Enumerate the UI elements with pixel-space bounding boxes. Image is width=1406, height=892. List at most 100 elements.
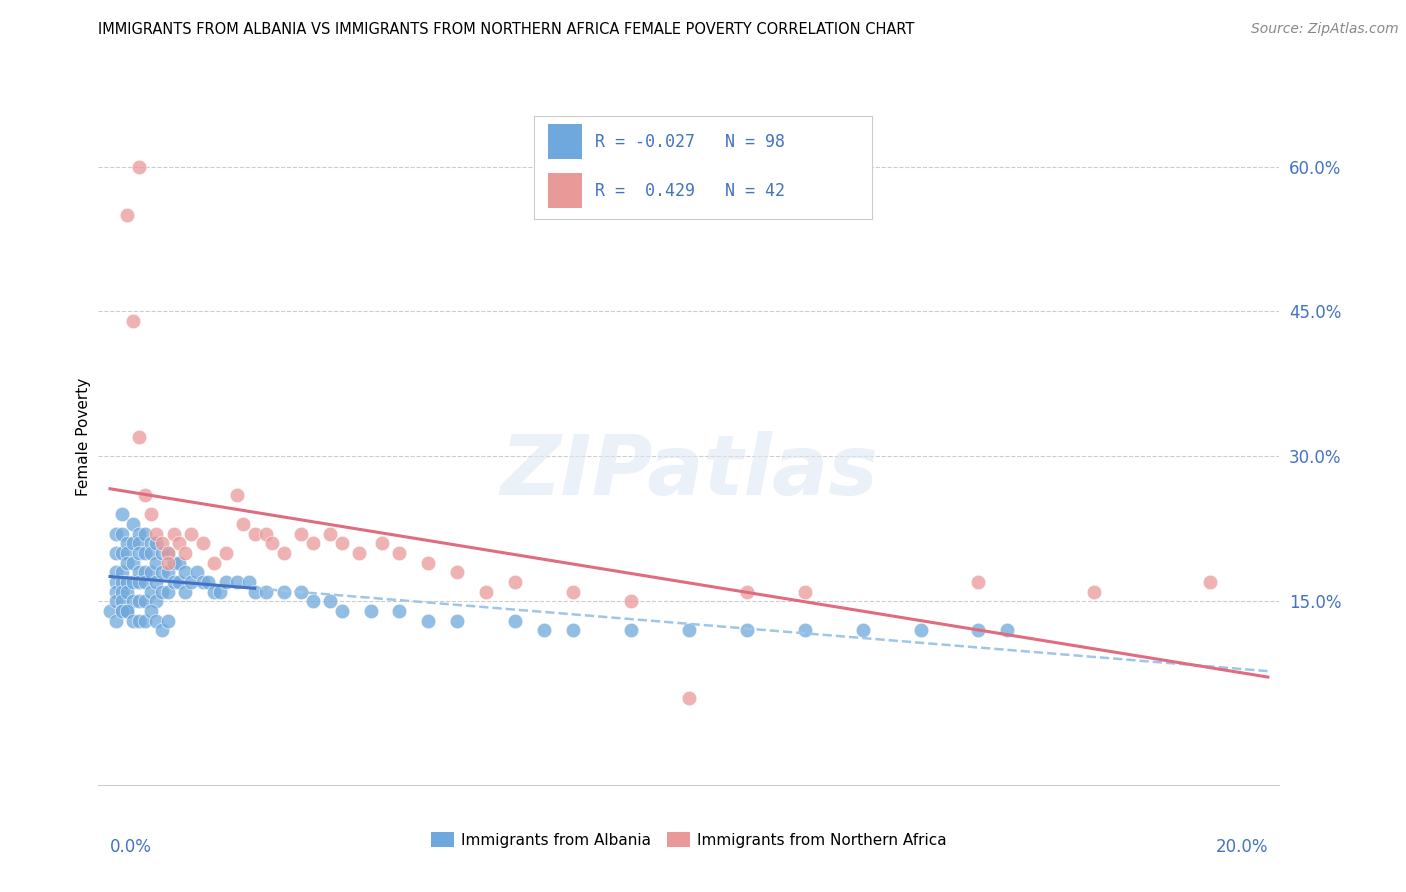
Point (150, 546, 173, 560)
Point (110, 566, 132, 580)
Point (134, 574, 156, 589)
Point (122, 517, 145, 532)
Y-axis label: Female Poverty: Female Poverty (76, 378, 91, 496)
Point (117, 604, 139, 618)
Point (503, 574, 526, 589)
Point (110, 508, 132, 522)
Text: Source: ZipAtlas.com: Source: ZipAtlas.com (1251, 22, 1399, 37)
Point (134, 526, 156, 541)
Point (254, 584, 277, 599)
Point (678, 624, 700, 638)
Point (562, 624, 585, 638)
Point (122, 536, 145, 550)
Point (139, 566, 162, 580)
Point (620, 594, 643, 608)
Point (110, 604, 132, 618)
Point (446, 614, 468, 628)
Point (128, 430, 150, 444)
Point (145, 574, 167, 589)
Point (139, 604, 162, 618)
Point (330, 604, 353, 618)
Text: ZIPatlas: ZIPatlas (501, 432, 877, 512)
Point (104, 584, 127, 599)
Point (226, 574, 249, 589)
Point (150, 536, 173, 550)
Point (122, 556, 145, 570)
Point (169, 574, 191, 589)
Point (418, 556, 440, 570)
Point (215, 546, 238, 560)
Point (290, 584, 312, 599)
Point (134, 546, 156, 560)
Point (290, 526, 312, 541)
Point (418, 614, 440, 628)
Point (186, 566, 208, 580)
Point (122, 314, 145, 328)
Point (735, 584, 758, 599)
Text: 0.0%: 0.0% (110, 838, 152, 856)
Point (243, 584, 266, 599)
Point (150, 584, 173, 599)
Point (243, 526, 266, 541)
Point (139, 546, 162, 560)
Point (202, 584, 225, 599)
Point (117, 604, 139, 618)
Point (128, 526, 150, 541)
Point (503, 614, 526, 628)
Point (145, 526, 167, 541)
Point (156, 566, 179, 580)
Point (117, 208, 139, 222)
Point (134, 566, 156, 580)
Point (910, 624, 932, 638)
Point (128, 566, 150, 580)
Point (1199, 574, 1222, 589)
Text: IMMIGRANTS FROM ALBANIA VS IMMIGRANTS FROM NORTHERN AFRICA FEMALE POVERTY CORREL: IMMIGRANTS FROM ALBANIA VS IMMIGRANTS FR… (98, 22, 915, 37)
Point (174, 546, 197, 560)
Point (360, 604, 382, 618)
Point (145, 594, 167, 608)
Point (145, 614, 167, 628)
Point (371, 536, 394, 550)
Point (156, 614, 179, 628)
Point (110, 594, 132, 608)
Point (104, 614, 127, 628)
Legend: Immigrants from Albania, Immigrants from Northern Africa: Immigrants from Albania, Immigrants from… (425, 826, 953, 854)
Point (180, 574, 202, 589)
Point (238, 574, 260, 589)
Point (262, 536, 284, 550)
Point (104, 574, 127, 589)
Point (134, 488, 156, 502)
Point (139, 584, 162, 599)
Point (254, 526, 277, 541)
Point (128, 536, 150, 550)
Point (139, 536, 162, 550)
Point (180, 526, 202, 541)
Point (191, 536, 214, 550)
Point (110, 526, 132, 541)
Point (163, 556, 186, 570)
Point (117, 584, 139, 599)
Point (128, 546, 150, 560)
Point (301, 536, 323, 550)
Point (128, 614, 150, 628)
Point (678, 690, 700, 705)
Point (122, 574, 145, 589)
Point (475, 584, 498, 599)
Point (388, 546, 411, 560)
Point (191, 574, 214, 589)
Point (156, 584, 179, 599)
Point (117, 546, 139, 560)
Point (301, 594, 323, 608)
Point (967, 574, 990, 589)
Point (128, 574, 150, 589)
Point (128, 594, 150, 608)
Point (446, 566, 468, 580)
Point (533, 624, 555, 638)
Point (117, 536, 139, 550)
Point (330, 536, 353, 550)
Point (104, 526, 127, 541)
Point (273, 584, 295, 599)
Point (110, 546, 132, 560)
Point (174, 584, 197, 599)
Point (156, 546, 179, 560)
